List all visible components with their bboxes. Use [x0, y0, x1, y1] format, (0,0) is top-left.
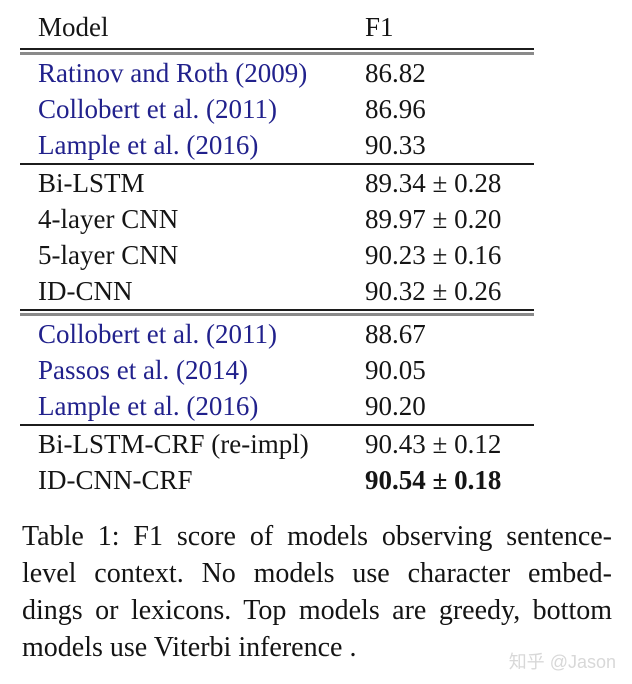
- table-row: ID-CNN 90.32 ± 0.26: [20, 273, 534, 309]
- citation-link[interactable]: Lample et al. (2016): [38, 129, 259, 160]
- caption-line: models use Viterbi inference .: [22, 632, 357, 663]
- table-row: Passos et al. (2014) 90.05: [20, 352, 534, 388]
- caption-line: dings or lexicons. Top models are greedy…: [22, 595, 612, 626]
- caption-line: Table 1: F1 score of models observing se…: [22, 521, 612, 552]
- table-row: Collobert et al. (2011) 88.67: [20, 316, 534, 352]
- table-row: 4-layer CNN 89.97 ± 0.20: [20, 201, 534, 237]
- group-divider-rule: [20, 424, 534, 426]
- model-name: Bi-LSTM-CRF (re-impl): [38, 428, 309, 459]
- model-name: ID-CNN: [38, 275, 133, 306]
- f1-value: 88.67: [365, 318, 426, 349]
- table-caption: Table 1: F1 score of models observing se…: [22, 518, 612, 666]
- model-name: 5-layer CNN: [38, 239, 179, 270]
- header-model: Model: [38, 11, 109, 42]
- citation-link[interactable]: Passos et al. (2014): [38, 354, 248, 385]
- caption-line: level context. No models use character e…: [22, 558, 612, 589]
- f1-value: 90.23 ± 0.16: [365, 239, 502, 270]
- f1-value: 90.05: [365, 354, 426, 385]
- table-row: Collobert et al. (2011) 86.96: [20, 91, 534, 127]
- f1-value: 90.33: [365, 129, 426, 160]
- model-name: ID-CNN-CRF: [38, 464, 193, 495]
- f1-value: 86.96: [365, 93, 426, 124]
- table-row: Ratinov and Roth (2009) 86.82: [20, 55, 534, 91]
- header-double-rule: [20, 48, 534, 55]
- table-row: Bi-LSTM-CRF (re-impl) 90.43 ± 0.12: [20, 426, 534, 462]
- group-divider-rule: [20, 163, 534, 165]
- results-table: Model F1 Ratinov and Roth (2009) 86.82 C…: [20, 6, 534, 498]
- table-row: Lample et al. (2016) 90.20: [20, 388, 534, 424]
- f1-value: 89.97 ± 0.20: [365, 203, 502, 234]
- header-f1: F1: [365, 11, 394, 42]
- model-name: Bi-LSTM: [38, 167, 145, 198]
- f1-value: 90.32 ± 0.26: [365, 275, 502, 306]
- table-row: Lample et al. (2016) 90.33: [20, 127, 534, 163]
- table-header-row: Model F1: [20, 6, 534, 48]
- model-name: 4-layer CNN: [38, 203, 179, 234]
- f1-value: 89.34 ± 0.28: [365, 167, 502, 198]
- table-row: Bi-LSTM 89.34 ± 0.28: [20, 165, 534, 201]
- zhihu-watermark: 知乎 @Jason: [508, 652, 616, 672]
- table-row: ID-CNN-CRF 90.54 ± 0.18: [20, 462, 534, 498]
- citation-link[interactable]: Collobert et al. (2011): [38, 93, 277, 124]
- table-row: 5-layer CNN 90.23 ± 0.16: [20, 237, 534, 273]
- section-double-rule: [20, 309, 534, 316]
- citation-link[interactable]: Lample et al. (2016): [38, 390, 259, 421]
- f1-value-best: 90.54 ± 0.18: [365, 464, 502, 495]
- f1-value: 90.20: [365, 390, 426, 421]
- citation-link[interactable]: Collobert et al. (2011): [38, 318, 277, 349]
- f1-value: 90.43 ± 0.12: [365, 428, 502, 459]
- citation-link[interactable]: Ratinov and Roth (2009): [38, 57, 308, 88]
- f1-value: 86.82: [365, 57, 426, 88]
